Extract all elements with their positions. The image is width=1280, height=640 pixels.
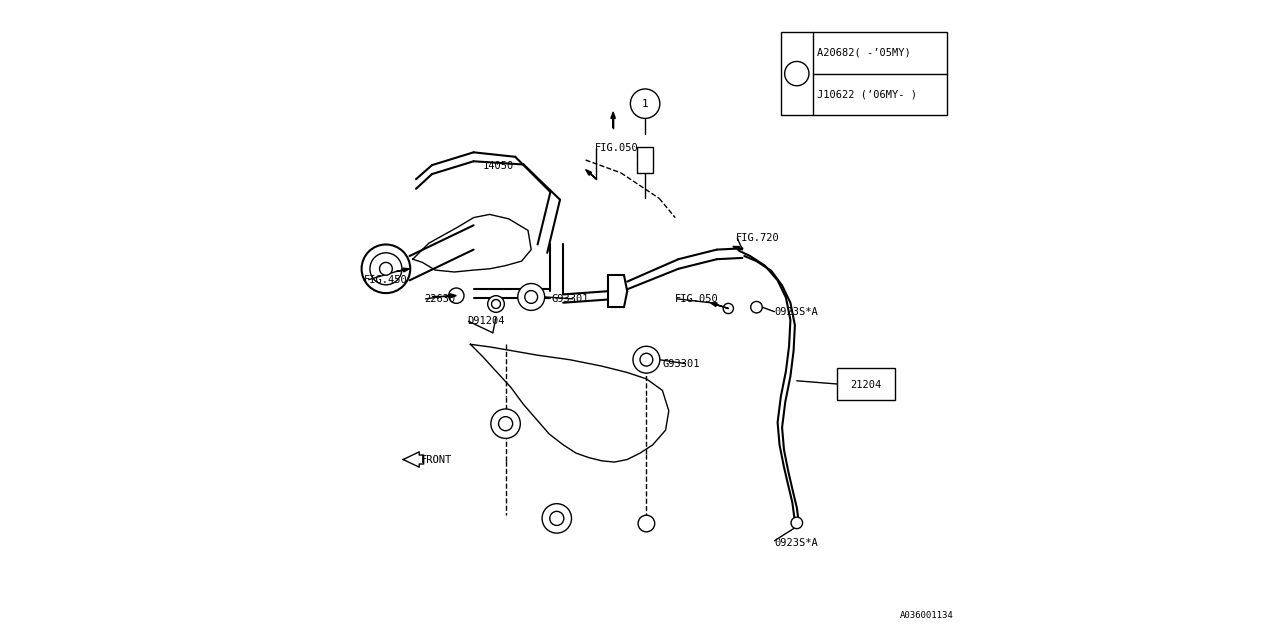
Text: A036001134: A036001134 — [900, 611, 954, 620]
Circle shape — [379, 262, 392, 275]
FancyArrow shape — [732, 246, 742, 250]
Text: 1: 1 — [794, 68, 800, 79]
Circle shape — [791, 517, 803, 529]
Text: G93301: G93301 — [552, 294, 589, 304]
Circle shape — [361, 244, 410, 293]
Text: 0923S*A: 0923S*A — [774, 307, 818, 317]
Circle shape — [630, 89, 660, 118]
Circle shape — [492, 300, 500, 308]
Text: 14050: 14050 — [484, 161, 515, 172]
Text: J10622 (’06MY- ): J10622 (’06MY- ) — [817, 90, 916, 99]
Circle shape — [448, 288, 465, 303]
Circle shape — [543, 504, 571, 533]
Circle shape — [488, 296, 504, 312]
Circle shape — [785, 61, 809, 86]
Circle shape — [640, 353, 653, 366]
FancyArrow shape — [397, 268, 410, 272]
Text: FIG.450: FIG.450 — [364, 275, 407, 285]
Text: G93301: G93301 — [663, 358, 700, 369]
Bar — [837, 368, 895, 400]
Bar — [637, 147, 653, 173]
Circle shape — [550, 511, 563, 525]
Bar — [781, 32, 947, 115]
Text: FIG.720: FIG.720 — [736, 233, 780, 243]
Circle shape — [723, 303, 733, 314]
Circle shape — [492, 409, 521, 438]
FancyArrow shape — [611, 112, 616, 128]
Text: FIG.050: FIG.050 — [676, 294, 719, 304]
Circle shape — [632, 346, 660, 373]
Text: 1: 1 — [641, 99, 649, 109]
Text: 0923S*A: 0923S*A — [774, 538, 818, 548]
Circle shape — [637, 515, 655, 532]
Text: D91204: D91204 — [467, 316, 504, 326]
FancyArrow shape — [710, 303, 728, 308]
Circle shape — [517, 284, 545, 310]
Polygon shape — [471, 344, 668, 462]
Text: FRONT: FRONT — [421, 454, 452, 465]
Polygon shape — [412, 214, 531, 272]
Circle shape — [499, 417, 512, 431]
FancyArrow shape — [448, 294, 457, 298]
Text: 22630: 22630 — [425, 294, 456, 304]
Circle shape — [525, 291, 538, 303]
Text: FIG.050: FIG.050 — [595, 143, 639, 154]
Text: 21204: 21204 — [850, 380, 881, 390]
Text: A20682( -’05MY): A20682( -’05MY) — [817, 48, 910, 58]
FancyArrow shape — [585, 170, 596, 179]
Polygon shape — [403, 452, 424, 467]
Circle shape — [750, 301, 763, 313]
